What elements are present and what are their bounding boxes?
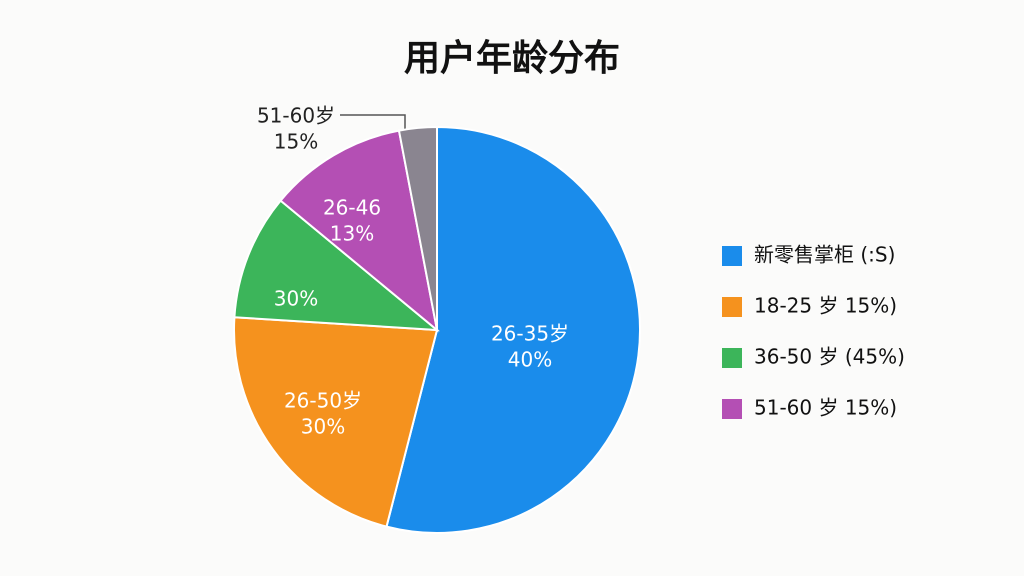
slice-label: 40% (508, 348, 552, 372)
legend-label: 18-25 岁 15%) (754, 294, 897, 318)
chart-title: 用户年龄分布 (404, 38, 620, 79)
legend-label: 新零售掌柜 (:S) (754, 243, 895, 267)
legend-label: 36-50 岁 (45%) (754, 345, 905, 369)
pie-slice (279, 129, 439, 333)
slice-label: 30% (301, 415, 345, 439)
slice-label: 13% (330, 222, 374, 246)
legend-swatch (722, 399, 742, 419)
pie-slice (385, 125, 641, 534)
legend-swatch (722, 246, 742, 266)
slice-label: 26-50岁 (284, 389, 362, 413)
legend-swatch (722, 348, 742, 368)
pie-slice (397, 125, 438, 331)
legend-swatch (722, 297, 742, 317)
slice-label: 26-46 (323, 196, 381, 220)
leader-line (340, 114, 406, 135)
pie-slice (233, 199, 441, 332)
slice-label: 15% (274, 130, 318, 154)
slice-label: 26-35岁 (491, 322, 569, 346)
slice-label: 51-60岁 (257, 104, 335, 128)
pie-slice (233, 316, 439, 528)
legend-label: 51-60 岁 15%) (754, 396, 897, 420)
slice-label: 30% (274, 287, 318, 311)
